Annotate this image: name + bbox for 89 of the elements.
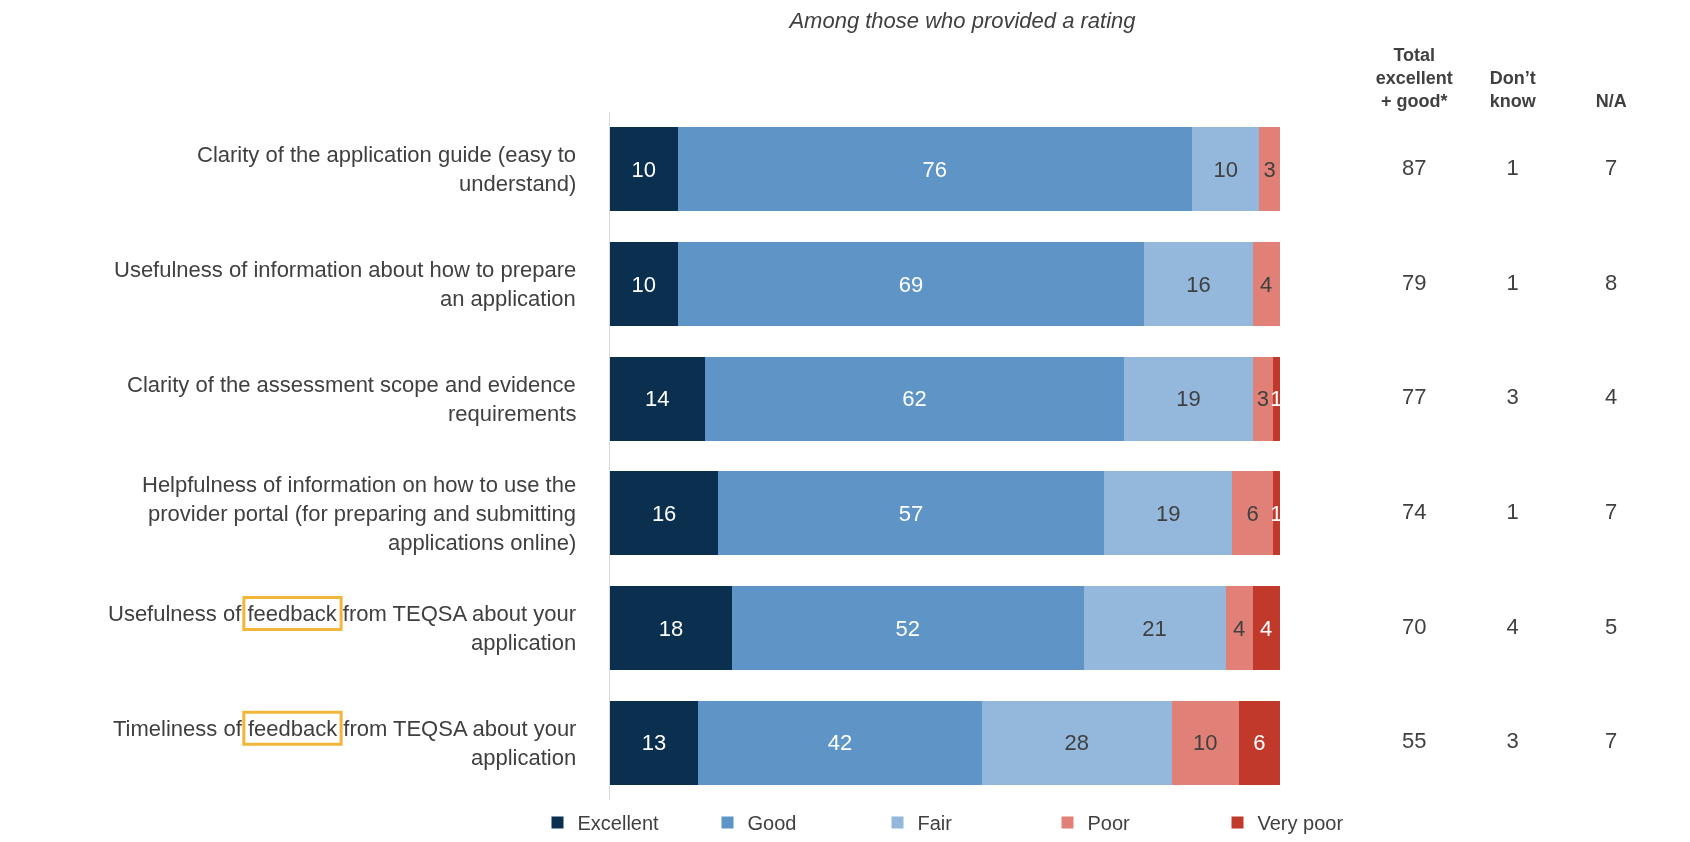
- data-label: 3: [1256, 386, 1269, 412]
- bar: [610, 700, 698, 785]
- bar: [1272, 356, 1280, 441]
- data-label: 4: [1260, 271, 1273, 297]
- bar: [697, 700, 983, 785]
- y-tick-label: Usefulness of information about how to prepare an application: [114, 257, 577, 311]
- data-label: 69: [898, 271, 924, 297]
- bar: [1252, 586, 1280, 670]
- category-label: N/A: [1595, 91, 1627, 112]
- bar: [1103, 471, 1233, 556]
- text: 3: [1506, 728, 1519, 754]
- text: 77: [1402, 384, 1427, 410]
- bar: [610, 586, 732, 670]
- data-label: 57: [898, 500, 924, 526]
- legend-label: Fair: [917, 812, 953, 835]
- data-label: 18: [658, 615, 684, 641]
- bar: [731, 586, 1084, 670]
- y-tick-label: Usefulness of feedback from TEQSA about your application: [108, 601, 577, 655]
- text: 4: [1605, 384, 1618, 410]
- y-tick-label: Clarity of the assessment scope and evidence requirements: [127, 372, 577, 426]
- data-label: 10: [631, 156, 657, 182]
- data-label: 16: [1186, 271, 1211, 297]
- category-label: Total excellent + good*: [1375, 44, 1453, 112]
- data-label: 10: [1193, 730, 1218, 756]
- data-label: 13: [641, 730, 667, 756]
- data-label: 19: [1155, 500, 1181, 526]
- data-label: 16: [651, 500, 677, 526]
- text: 1: [1506, 269, 1519, 295]
- y-tick-label: Clarity of the application guide (easy to understand): [197, 142, 577, 196]
- y-tick-label: Helpfulness of information on how to use the provider portal (for preparing and submitting applications online): [142, 472, 577, 555]
- text: 1: [1506, 498, 1519, 524]
- data-label: 42: [827, 730, 853, 756]
- data-label: 21: [1142, 615, 1167, 641]
- bar: [1259, 127, 1280, 212]
- data-label: 28: [1064, 730, 1090, 756]
- bar: [610, 471, 719, 556]
- legend-label: Excellent: [577, 812, 660, 835]
- data-label: 14: [645, 386, 670, 412]
- text: 1: [1506, 154, 1519, 180]
- text: 3: [1506, 384, 1519, 410]
- bar: [1239, 700, 1280, 785]
- bar: [677, 127, 1192, 212]
- text: 7: [1605, 154, 1618, 180]
- data-label: 3: [1263, 156, 1276, 182]
- bar: [1272, 471, 1280, 556]
- legend-label: Good: [747, 812, 797, 835]
- category-label: Don’t know: [1489, 68, 1537, 112]
- chart-title: Among those who provided a rating: [787, 8, 1137, 34]
- bar: [1144, 242, 1253, 326]
- bar: [1252, 242, 1280, 326]
- bar: [704, 356, 1125, 441]
- data-label: 6: [1253, 730, 1266, 756]
- bar: [610, 127, 678, 212]
- bar: [718, 471, 1104, 556]
- data-label: 10: [1213, 156, 1238, 182]
- text: 5: [1605, 613, 1618, 639]
- text: 7: [1605, 498, 1618, 524]
- bar: [1124, 356, 1253, 441]
- bar: [1083, 586, 1226, 670]
- text: 70: [1402, 613, 1427, 639]
- text: 8: [1605, 269, 1618, 295]
- data-label: 1: [1270, 386, 1283, 412]
- y-tick-label: Timeliness of feedback from TEQSA about your application: [113, 716, 577, 770]
- text: 74: [1402, 498, 1427, 524]
- text: 79: [1402, 269, 1427, 295]
- bar: [610, 242, 678, 326]
- text: 87: [1402, 154, 1427, 180]
- bar: [1225, 586, 1253, 670]
- data-label: 1: [1270, 500, 1283, 526]
- legend-label: Very poor: [1257, 812, 1344, 835]
- bar: [1232, 471, 1273, 556]
- legend-label: Poor: [1087, 812, 1131, 835]
- bar: [982, 700, 1172, 785]
- text: 55: [1402, 728, 1427, 754]
- bar: [1252, 356, 1273, 441]
- data-label: 19: [1176, 386, 1201, 412]
- data-label: 76: [922, 156, 947, 182]
- data-label: 6: [1246, 500, 1259, 526]
- data-label: 62: [902, 386, 927, 412]
- bar: [1191, 127, 1260, 212]
- text: 7: [1605, 728, 1618, 754]
- data-label: 10: [631, 271, 657, 297]
- data-label: 4: [1260, 615, 1273, 641]
- bar: [1171, 700, 1240, 785]
- data-label: 52: [895, 615, 920, 641]
- bar: [610, 356, 705, 441]
- text: 4: [1506, 613, 1519, 639]
- data-label: 4: [1233, 615, 1246, 641]
- bar: [677, 242, 1145, 326]
